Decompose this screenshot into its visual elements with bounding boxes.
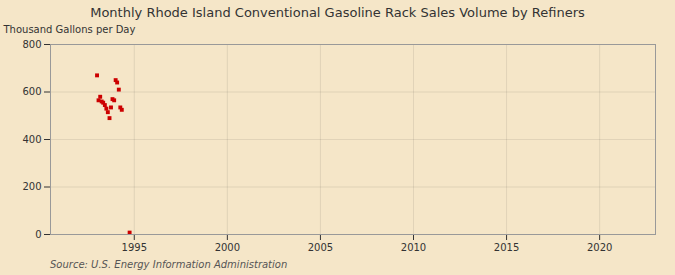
svg-text:Thousand Gallons per Day: Thousand Gallons per Day [3,24,136,35]
svg-text:2015: 2015 [494,242,519,253]
html-text:Monthly Rhode Island Conventio: Monthly Rhode Island Conventional Gasoli… [90,5,585,20]
svg-text:2005: 2005 [308,242,333,253]
svg-text:600: 600 [22,86,41,97]
svg-text:800: 800 [22,39,41,50]
html-text:Source: U.S. Energy Informatio: Source: U.S. Energy Information Administ… [50,259,288,270]
svg-text:2000: 2000 [215,242,240,253]
svg-text:200: 200 [22,181,41,192]
svg-text:0: 0 [35,229,41,240]
svg-text:400: 400 [22,134,41,145]
svg-text:2010: 2010 [401,242,426,253]
svg-text:2020: 2020 [587,242,612,253]
svg-text:1995: 1995 [122,242,147,253]
